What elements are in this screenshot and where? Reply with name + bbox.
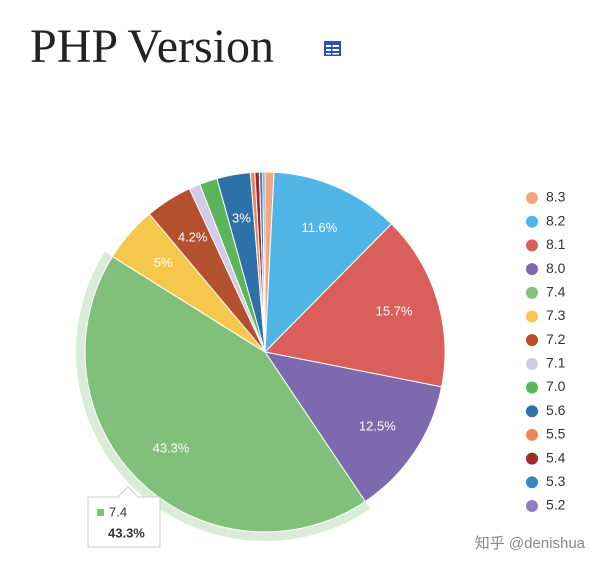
legend-marker (526, 215, 538, 228)
legend-marker (526, 334, 538, 347)
legend-marker (526, 239, 538, 252)
legend-label: 5.3 (546, 473, 566, 489)
tooltip-value: 43.3% (108, 525, 145, 540)
slice-label: 43.3% (153, 440, 190, 455)
legend-label: 5.5 (546, 426, 566, 442)
legend-label: 7.3 (546, 307, 566, 323)
slice-label: 12.5% (359, 418, 396, 433)
pie-slice (263, 223, 446, 388)
tooltip-category: 7.4 (109, 504, 127, 519)
legend-marker (526, 500, 538, 512)
legend-marker (526, 357, 538, 370)
legend-label: 8.2 (546, 212, 566, 228)
slice-label: 11.6% (301, 220, 337, 235)
slice-label: 5% (154, 255, 173, 270)
legend-marker (526, 381, 538, 394)
legend-label: 5.4 (546, 449, 566, 465)
pie-slice (263, 351, 443, 503)
legend-label: 8.1 (546, 236, 566, 252)
slice-label: 4.2% (178, 229, 208, 244)
legend-marker (526, 476, 538, 489)
pie-slice (264, 171, 393, 354)
watermark: 知乎 @denishua (475, 535, 586, 552)
legend-marker (526, 286, 538, 299)
legend-label: 8.3 (546, 189, 566, 205)
table-icon[interactable] (324, 41, 341, 56)
pie-slice (262, 171, 266, 353)
chart-title: PHP Version (30, 20, 274, 73)
legend-label: 5.2 (546, 497, 566, 513)
legend-marker (526, 452, 538, 465)
legend-marker (526, 405, 538, 418)
legend-marker (526, 310, 538, 323)
legend-label: 7.1 (546, 355, 566, 371)
legend-label: 5.6 (546, 402, 566, 418)
legend-label: 7.0 (546, 378, 566, 394)
tooltip: 7.4 43.3% (87, 486, 161, 548)
legend-marker (526, 192, 538, 204)
tooltip-swatch (97, 509, 104, 516)
legend-label: 8.0 (546, 260, 566, 276)
legend: 8.3 8.2 8.1 8.0 7.4 7.3 7.2 7.1 7.0 5.6 5.5 5.4 5.3 5… (526, 189, 566, 513)
legend-marker (526, 428, 538, 441)
pie-slice (84, 255, 366, 533)
legend-marker (526, 263, 538, 276)
pie: 11.6% 15.7% 12.5% 43.3% 5% 4.2% 3% (76, 171, 446, 541)
slice-label: 3% (232, 211, 251, 226)
legend-label: 7.4 (546, 283, 566, 299)
slice-label: 15.7% (376, 304, 413, 319)
legend-label: 7.2 (546, 331, 566, 347)
